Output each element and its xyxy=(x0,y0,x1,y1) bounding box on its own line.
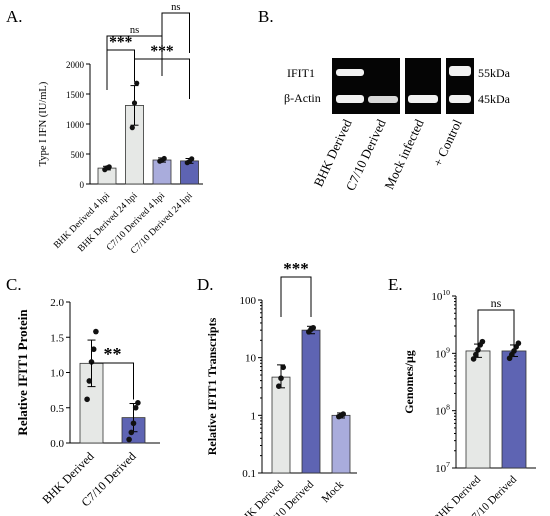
significance-label: *** xyxy=(150,43,174,60)
y-tick-label: 0 xyxy=(80,180,85,190)
data-point xyxy=(131,100,138,106)
significance-bracket xyxy=(106,49,135,90)
significance-bracket xyxy=(134,58,190,99)
data-point xyxy=(106,164,112,170)
blot-lane-label-mock: Mock infected xyxy=(381,116,427,191)
y-tick-label: 1000 xyxy=(66,120,85,130)
y-tick-label: 0.1 xyxy=(242,468,256,480)
data-point xyxy=(278,375,284,382)
gel-strip-1 xyxy=(332,58,400,114)
x-tick-label: Mock xyxy=(319,478,346,505)
blot-row-label-actin: β-Actin xyxy=(284,91,321,105)
bar xyxy=(331,414,351,474)
data-point xyxy=(86,378,93,384)
significance-label: ** xyxy=(104,344,122,364)
data-point xyxy=(93,328,99,335)
data-point xyxy=(475,347,481,353)
data-point xyxy=(276,383,282,390)
data-point xyxy=(90,346,97,353)
western-blot: IFIT1 β-Actin 55kDa 45kDa BHK Derived C7… xyxy=(284,58,511,193)
data-point xyxy=(511,348,517,354)
bar xyxy=(301,329,321,474)
y-tick-label: 108 xyxy=(435,403,450,418)
data-point xyxy=(340,411,347,417)
band-actin-control xyxy=(449,95,471,103)
data-point xyxy=(310,324,317,331)
data-point xyxy=(515,340,522,347)
data-point xyxy=(132,404,139,411)
y-axis-label: Relative IFIT1 Transcripts xyxy=(205,317,219,455)
y-tick-label: 2000 xyxy=(66,60,85,70)
data-point xyxy=(473,351,479,358)
y-axis-label: Relative IFIT1 Protein xyxy=(15,309,30,436)
data-point xyxy=(130,420,137,427)
significance-bracket xyxy=(161,12,190,53)
panel-letter-b: B. xyxy=(258,7,274,26)
data-point xyxy=(134,80,140,86)
data-point xyxy=(129,125,135,131)
data-point xyxy=(161,155,167,162)
y-tick-label: 500 xyxy=(71,150,85,160)
data-point xyxy=(479,338,486,345)
y-tick-label: 1 xyxy=(251,410,257,422)
band-ifit1-bhk xyxy=(336,69,364,76)
band-ifit1-control xyxy=(449,66,471,76)
blot-size-label-45: 45kDa xyxy=(478,92,511,106)
bar xyxy=(501,350,527,469)
y-tick-label: 1500 xyxy=(66,90,85,100)
y-axis-label: Genomes/µg xyxy=(402,350,416,414)
data-point xyxy=(470,356,477,362)
panel-letter-e: E. xyxy=(388,275,403,294)
bar xyxy=(271,376,291,474)
blot-size-label-55: 55kDa xyxy=(478,66,511,80)
data-point xyxy=(128,429,135,436)
y-tick-label: 10 xyxy=(245,353,257,365)
blot-lane-label-control: + Control xyxy=(430,117,465,169)
data-point xyxy=(84,396,90,403)
significance-label: ns xyxy=(491,296,502,310)
significance-bracket xyxy=(91,362,134,400)
bar xyxy=(152,159,172,185)
significance-label: ns xyxy=(130,25,139,36)
y-tick-label: 1010 xyxy=(431,288,450,303)
data-point xyxy=(189,156,195,162)
y-tick-label: 100 xyxy=(240,295,257,307)
bar xyxy=(180,160,199,185)
band-actin-bhk xyxy=(336,95,364,103)
significance-label: *** xyxy=(109,34,133,51)
panel-letter-c: C. xyxy=(6,275,22,294)
blot-row-label-ifit1: IFIT1 xyxy=(287,66,315,80)
bar xyxy=(465,350,491,469)
band-actin-mock xyxy=(408,95,438,103)
y-tick-label: 107 xyxy=(435,460,450,475)
y-tick-label: 0.0 xyxy=(50,438,64,450)
y-tick-label: 1.0 xyxy=(50,368,64,380)
significance-bracket xyxy=(106,35,163,76)
significance-label: *** xyxy=(283,259,309,278)
significance-bracket xyxy=(477,309,515,347)
y-axis-label: Type I IFN (IU/mL) xyxy=(38,81,49,166)
data-point xyxy=(126,436,132,443)
y-tick-label: 2.0 xyxy=(50,297,64,309)
data-point xyxy=(280,364,287,371)
panel-letter-a: A. xyxy=(6,7,23,26)
panel-letter-d: D. xyxy=(197,275,214,294)
y-tick-label: 0.5 xyxy=(50,403,64,415)
band-actin-c710 xyxy=(368,96,398,103)
y-tick-label: 109 xyxy=(435,345,450,360)
y-tick-label: 1.5 xyxy=(50,332,64,344)
gel-strip-2 xyxy=(405,58,441,114)
significance-label: ns xyxy=(171,2,180,13)
data-point xyxy=(135,400,141,406)
significance-bracket xyxy=(280,276,312,317)
